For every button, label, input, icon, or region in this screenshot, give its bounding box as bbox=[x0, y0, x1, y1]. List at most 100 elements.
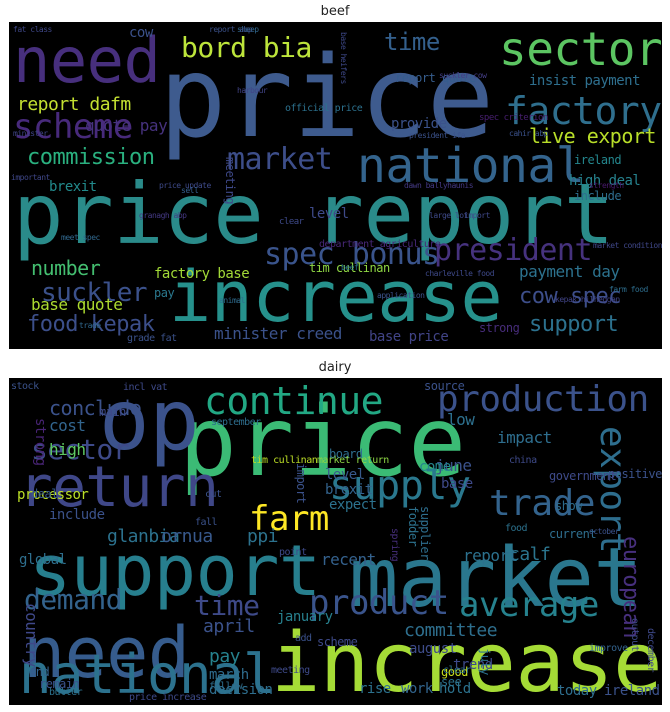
word-september: september bbox=[211, 417, 261, 428]
word-support: support bbox=[29, 530, 321, 612]
word-butter: butter bbox=[49, 687, 83, 698]
word-strong: strong bbox=[32, 418, 48, 466]
word-product: product bbox=[309, 583, 449, 623]
word-base: base bbox=[441, 476, 473, 492]
word-include: include bbox=[574, 189, 622, 203]
word-point: point bbox=[279, 547, 307, 558]
word-government: government bbox=[549, 469, 617, 483]
word-level: level bbox=[309, 206, 349, 222]
word-meet-spec: meet spec bbox=[61, 233, 100, 242]
word-report-quote: report quote bbox=[395, 71, 476, 85]
word-sector: sector bbox=[499, 22, 662, 76]
word-sheep: sheep bbox=[237, 25, 259, 34]
word-cow-spec: cow spec bbox=[519, 284, 621, 309]
word-cut: cut bbox=[205, 489, 222, 500]
word-trend: trend bbox=[453, 657, 493, 673]
word-december: december bbox=[645, 628, 656, 673]
word-low: low bbox=[447, 410, 475, 429]
word-meeting: meeting bbox=[223, 157, 237, 205]
beef-title: beef bbox=[320, 4, 350, 19]
word-report: report bbox=[463, 546, 518, 565]
word-scheme: scheme bbox=[13, 107, 133, 147]
word-need: need bbox=[23, 612, 190, 694]
word-ireland: ireland bbox=[604, 683, 660, 699]
word-supply: supply bbox=[329, 463, 471, 509]
word-level: level bbox=[325, 467, 365, 483]
word-calf: calf bbox=[509, 544, 551, 565]
word-report-abp: report abp bbox=[209, 25, 253, 34]
word-ireland: ireland bbox=[574, 153, 622, 167]
word-national: national bbox=[357, 138, 585, 194]
word-quote-pay: quote pay bbox=[85, 116, 168, 135]
word-commission: commission bbox=[27, 145, 155, 170]
word-recent: recent bbox=[321, 550, 376, 569]
word-bord-bia: bord bia bbox=[181, 31, 312, 64]
word-market-return: market return bbox=[317, 455, 389, 466]
word-national: national bbox=[19, 643, 276, 705]
word-average: average bbox=[459, 585, 599, 625]
word-production: production bbox=[437, 379, 649, 420]
word-animal: animal bbox=[219, 296, 245, 305]
word-price-update: price update bbox=[159, 181, 211, 190]
word-need: need bbox=[13, 24, 161, 97]
word-fat-class: fat class bbox=[13, 25, 52, 34]
word-charleville-food: charleville food bbox=[425, 269, 495, 278]
word-demand: demand bbox=[24, 583, 123, 616]
word-minister-creed: minister creed bbox=[214, 324, 342, 343]
word-output: output bbox=[629, 618, 640, 652]
word-trade: trade bbox=[79, 321, 101, 330]
word-tim-cullinan: tim cullinan bbox=[251, 455, 318, 466]
word-op: op bbox=[99, 378, 200, 469]
word-harbour: harbour bbox=[237, 86, 268, 95]
word-incl-vat: incl vat bbox=[123, 382, 168, 393]
word-expect: expect bbox=[329, 497, 377, 513]
word-source: source bbox=[424, 379, 465, 393]
word-president-ifa: president ifa bbox=[409, 131, 466, 140]
word-rise: rise bbox=[359, 681, 391, 697]
word-continue: continue bbox=[204, 379, 384, 423]
word-spring: spring bbox=[389, 528, 400, 562]
word-increase: increase bbox=[169, 256, 503, 338]
word-market: market bbox=[227, 142, 333, 177]
word-global: global bbox=[19, 552, 67, 568]
word-time: time bbox=[194, 589, 260, 622]
word-factory-base: factory base bbox=[154, 266, 250, 282]
word-clear: clear bbox=[443, 665, 471, 676]
word-meeting: meeting bbox=[271, 665, 310, 676]
word-brexit: brexit bbox=[325, 482, 373, 498]
word-support: support bbox=[529, 312, 619, 337]
word-ornua: ornua bbox=[161, 526, 213, 547]
word-price-report: price report bbox=[13, 165, 614, 263]
word-hold: hold bbox=[439, 681, 471, 697]
word-processor: processor bbox=[17, 487, 89, 503]
word-decision: decision bbox=[209, 682, 273, 698]
word-brexit: brexit bbox=[49, 179, 97, 195]
word-strength: strength bbox=[589, 181, 624, 190]
word-tim-cullinan: tim cullinan bbox=[309, 261, 390, 275]
word-kepak-hilheggan: kepak hilheggan bbox=[555, 295, 620, 304]
word-spec-bonus: spec bonus bbox=[264, 237, 440, 272]
word-suckler: suckler bbox=[41, 278, 148, 308]
word-follow: follow bbox=[209, 681, 243, 692]
word-august: august bbox=[409, 641, 457, 657]
word-large-lot: large lot bbox=[429, 211, 468, 220]
word-price: price bbox=[179, 386, 466, 498]
word-food-kepak: food kepak bbox=[27, 312, 155, 337]
word-clear: clear bbox=[279, 217, 304, 227]
beef-wordcloud: price report increase price national need sec… bbox=[9, 22, 662, 349]
word-spec-criterion: spec criterion bbox=[479, 113, 548, 123]
word-increase: increase bbox=[271, 616, 662, 705]
word-import: import bbox=[464, 211, 490, 220]
word-suckler-cow: suckler cow bbox=[439, 71, 487, 80]
word-department-agriculture: department agriculture bbox=[319, 239, 441, 250]
word-price: price bbox=[159, 33, 494, 163]
word-sector: sector bbox=[31, 433, 130, 466]
word-number: number bbox=[31, 256, 101, 280]
word-cost: cost bbox=[49, 416, 86, 435]
word-ppi: ppi bbox=[247, 526, 279, 547]
word-china: china bbox=[509, 455, 537, 466]
word-time: time bbox=[384, 28, 440, 56]
word-market-condition: market condition bbox=[593, 241, 662, 250]
word-farm-food: farm food bbox=[609, 285, 648, 294]
word-beef: beef bbox=[341, 263, 359, 272]
